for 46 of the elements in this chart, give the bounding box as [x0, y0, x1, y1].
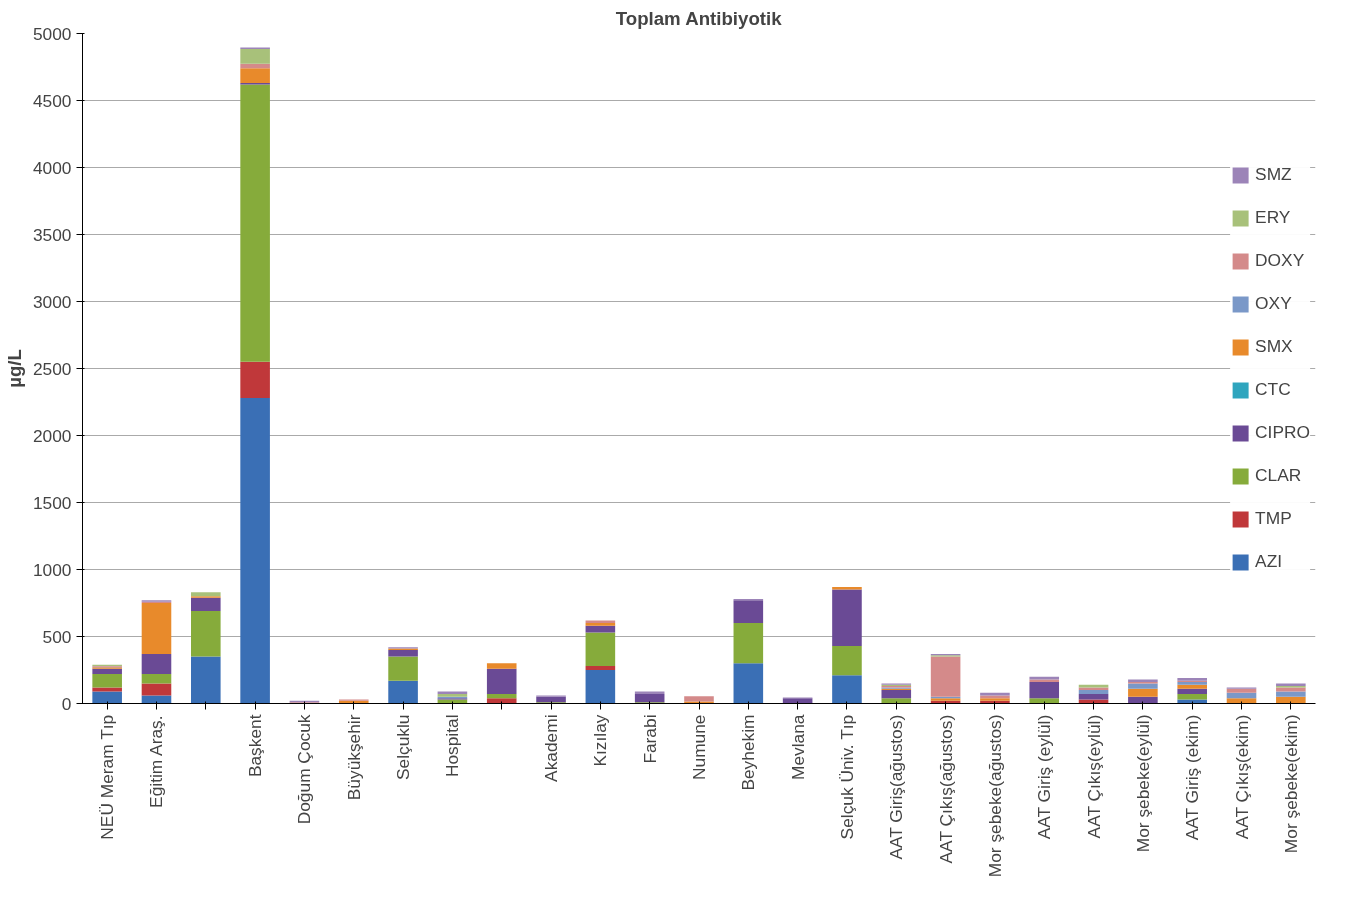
- y-tick-label: 500: [42, 626, 72, 647]
- y-tick-label: 1000: [32, 559, 72, 580]
- legend-label: OXY: [1255, 293, 1292, 314]
- legend-label: SMZ: [1255, 164, 1292, 185]
- y-tick-label: 4000: [32, 157, 72, 178]
- x-tick-label: AAT Giriş(ağustos): [886, 714, 907, 860]
- chart-title: Toplam Antibiyotik: [615, 7, 783, 29]
- y-tick-label: 5000: [32, 23, 72, 44]
- legend-label: CTC: [1255, 379, 1291, 400]
- x-tick-label: Mevlana: [787, 714, 808, 780]
- x-tick-label: Büyükşehir: [343, 714, 364, 801]
- x-tick-label: AAT Çıkış(eylül): [1083, 714, 1104, 839]
- y-tick-label: 2000: [32, 425, 72, 446]
- y-tick-label: 4500: [32, 90, 72, 111]
- x-tick-label: AAT Giriş (ekim): [1182, 714, 1203, 841]
- x-tick-label: AAT Çıkış(ekim): [1231, 714, 1252, 840]
- x-tick-label: Hospital: [442, 714, 463, 778]
- legend-label: CIPRO: [1255, 422, 1310, 443]
- y-tick-label: 3000: [32, 291, 72, 312]
- y-tick-label: 2500: [32, 358, 72, 379]
- legend-label: DOXY: [1255, 250, 1305, 271]
- x-tick-label: Eğitim Araş.: [146, 715, 167, 808]
- x-tick-label: Beyhekim: [738, 714, 759, 791]
- x-tick-label: Mor şebeke(ağustos): [984, 714, 1005, 878]
- x-tick-label: Akademi: [541, 714, 562, 782]
- x-tick-label: Selçuklu: [393, 714, 414, 780]
- x-tick-label: Doğum Çocuk: [294, 714, 315, 825]
- legend-label: SMX: [1255, 336, 1293, 357]
- x-tick-label: Başkent: [245, 714, 266, 778]
- y-tick-label: 3500: [32, 224, 72, 245]
- y-tick-label: 0: [61, 693, 72, 714]
- legend-label: CLAR: [1255, 465, 1302, 486]
- x-tick-label: Numune: [689, 714, 709, 780]
- x-tick-label: AAT Çıkış(ağustos): [935, 714, 956, 864]
- x-tick-label: Selçuk Üniv. Tıp: [836, 714, 857, 840]
- x-tick-label: AAT Giriş (eylül): [1034, 714, 1055, 840]
- y-axis-title: µg/L: [3, 349, 25, 388]
- x-tick-label: NEÜ Meram Tıp: [97, 714, 118, 840]
- legend-label: AZI: [1255, 551, 1283, 572]
- legend-label: ERY: [1255, 207, 1291, 228]
- x-tick-label: Farabi: [639, 714, 660, 764]
- legend-label: TMP: [1255, 508, 1292, 529]
- y-tick-label: 1500: [32, 492, 72, 513]
- x-tick-label: Mor şebeke(ekim): [1280, 714, 1301, 854]
- x-tick-label: Mor şebeke(eylül): [1132, 714, 1153, 853]
- x-tick-label: Kızılay: [590, 714, 611, 767]
